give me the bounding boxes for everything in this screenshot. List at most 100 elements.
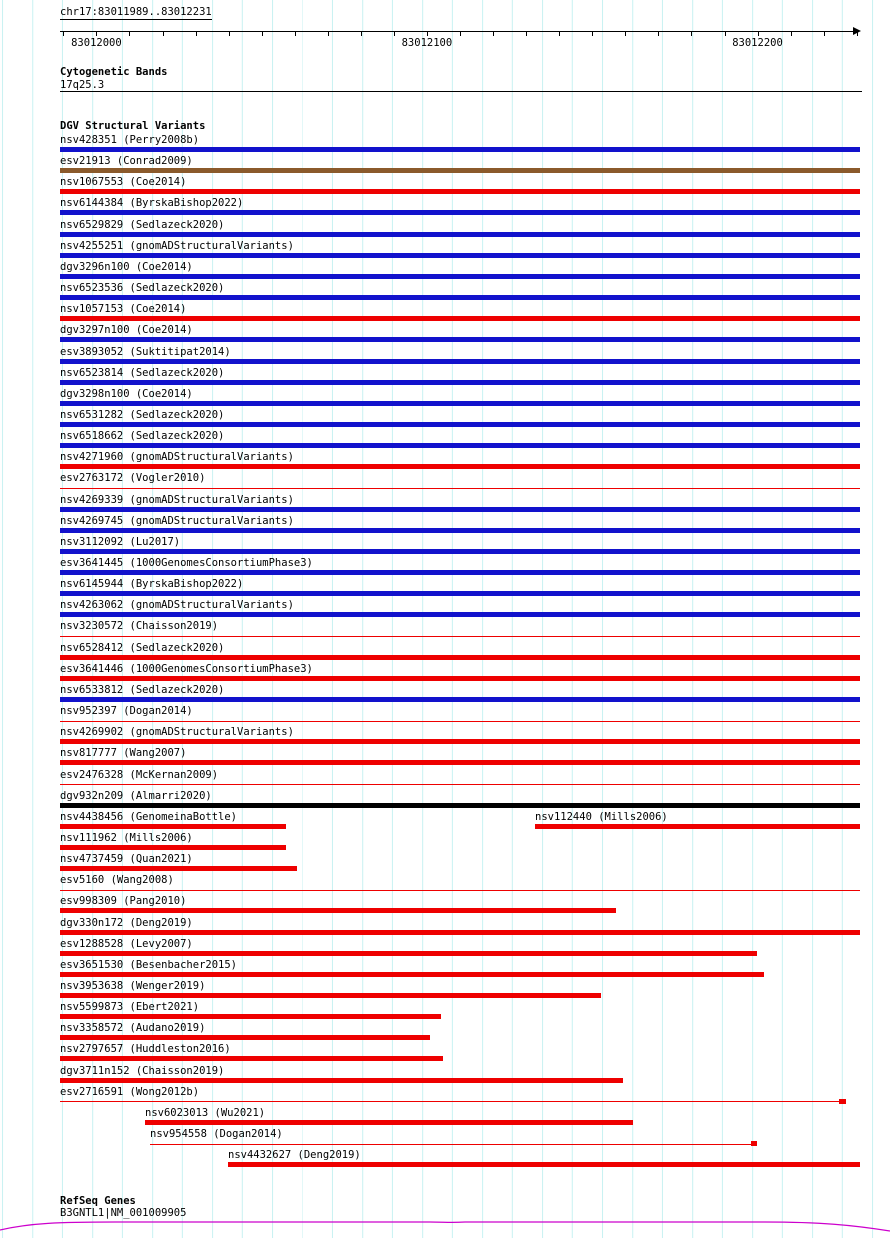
refseq-gene-line[interactable] (0, 1216, 890, 1234)
variant-label[interactable]: esv3641446 (1000GenomesConsortiumPhase3) (60, 662, 313, 675)
variant-label[interactable]: nsv6144384 (ByrskaBishop2022) (60, 197, 244, 210)
variant-label[interactable]: nsv6529829 (Sedlazeck2020) (60, 218, 225, 231)
refseq-gene-label[interactable]: B3GNTL1|NM_001009905 (60, 1207, 187, 1219)
variant-label[interactable]: nsv952397 (Dogan2014) (60, 705, 193, 717)
variant-bar[interactable] (60, 720, 860, 722)
variant-bar[interactable] (60, 210, 860, 216)
variant-label[interactable]: nsv2797657 (Huddleston2016) (60, 1043, 231, 1056)
variant-label[interactable]: dgv3296n100 (Coe2014) (60, 260, 193, 273)
variant-bar[interactable] (60, 168, 860, 174)
variant-bar[interactable] (535, 823, 860, 829)
variant-bar[interactable] (60, 612, 860, 618)
variant-label[interactable]: nsv4269339 (gnomADStructuralVariants) (60, 493, 294, 506)
variant-label[interactable]: nsv4432627 (Deng2019) (228, 1149, 361, 1162)
variant-label[interactable]: nsv4269902 (gnomADStructuralVariants) (60, 726, 294, 739)
variant-label[interactable]: nsv6523814 (Sedlazeck2020) (60, 366, 225, 379)
variant-bar[interactable] (60, 1056, 443, 1062)
variant-label[interactable]: nsv1067553 (Coe2014) (60, 176, 187, 189)
variant-bar[interactable] (60, 971, 764, 977)
variant-label[interactable]: nsv4263062 (gnomADStructuralVariants) (60, 599, 294, 612)
variant-bar[interactable] (60, 252, 860, 258)
variant-bar[interactable] (60, 591, 860, 597)
variant-label[interactable]: nsv4255251 (gnomADStructuralVariants) (60, 239, 294, 252)
variant-label[interactable]: nsv428351 (Perry2008b) (60, 134, 200, 146)
variant-bar[interactable] (150, 1143, 757, 1145)
variant-bar[interactable] (60, 231, 860, 237)
variant-label[interactable]: esv2763172 (Vogler2010) (60, 472, 206, 485)
variant-bar[interactable] (60, 866, 297, 872)
variant-label[interactable]: esv2716591 (Wong2012b) (60, 1085, 200, 1098)
variant-label[interactable]: nsv6145944 (ByrskaBishop2022) (60, 578, 244, 591)
variant-label[interactable]: esv3893052 (Suktitipat2014) (60, 345, 231, 358)
variant-label[interactable]: nsv6523536 (Sedlazeck2020) (60, 282, 225, 294)
variant-label[interactable]: nsv6531282 (Sedlazeck2020) (60, 408, 225, 421)
variant-label[interactable]: nsv3953638 (Wenger2019) (60, 980, 206, 992)
variant-label[interactable]: nsv5599873 (Ebert2021) (60, 1001, 200, 1014)
variant-label[interactable]: nsv4438456 (GenomeinaBottle) (60, 810, 238, 823)
variant-label[interactable]: dgv330n172 (Deng2019) (60, 916, 193, 929)
variant-bar[interactable] (60, 421, 860, 427)
variant-label[interactable]: nsv4737459 (Quan2021) (60, 853, 193, 866)
variant-bar[interactable] (60, 295, 860, 300)
variant-label[interactable]: esv5160 (Wang2008) (60, 874, 174, 887)
variant-bar[interactable] (60, 908, 616, 914)
variant-bar[interactable] (60, 316, 860, 322)
variant-label[interactable]: nsv3112092 (Lu2017) (60, 535, 181, 548)
variant-bar[interactable] (60, 993, 601, 998)
variant-label[interactable]: esv3641445 (1000GenomesConsortiumPhase3) (60, 557, 313, 569)
variant-label[interactable]: dgv3297n100 (Coe2014) (60, 324, 193, 337)
variant-bar[interactable] (60, 654, 860, 660)
variant-label[interactable]: nsv6023013 (Wu2021) (145, 1106, 266, 1119)
variant-bar[interactable] (60, 889, 860, 891)
variant-label[interactable]: esv1288528 (Levy2007) (60, 937, 193, 950)
variant-bar[interactable] (60, 487, 860, 489)
variant-bar[interactable] (60, 739, 860, 745)
variant-label[interactable]: nsv4271960 (gnomADStructuralVariants) (60, 451, 294, 464)
variant-bar[interactable] (60, 548, 860, 554)
variant-label[interactable]: esv21913 (Conrad2009) (60, 155, 193, 168)
variant-bar[interactable] (60, 1101, 846, 1103)
variant-label[interactable]: dgv932n209 (Almarri2020) (60, 789, 212, 802)
variant-bar[interactable] (60, 337, 860, 343)
variant-label[interactable]: dgv3298n100 (Coe2014) (60, 387, 193, 400)
variant-bar[interactable] (60, 147, 860, 152)
variant-label[interactable]: nsv817777 (Wang2007) (60, 747, 187, 760)
variant-bar[interactable] (60, 823, 286, 829)
variant-bar[interactable] (60, 1014, 441, 1020)
variant-bar[interactable] (60, 506, 860, 512)
variant-bar[interactable] (60, 273, 860, 279)
variant-bar[interactable] (60, 635, 860, 637)
variant-label[interactable]: dgv3711n152 (Chaisson2019) (60, 1064, 225, 1077)
variant-label[interactable]: esv998309 (Pang2010) (60, 895, 187, 908)
variant-bar[interactable] (60, 443, 860, 449)
variant-label[interactable]: nsv3358572 (Audano2019) (60, 1022, 206, 1035)
variant-bar[interactable] (60, 1035, 430, 1041)
variant-bar[interactable] (60, 527, 860, 533)
variant-bar[interactable] (60, 675, 860, 681)
variant-label[interactable]: nsv4269745 (gnomADStructuralVariants) (60, 514, 294, 527)
variant-label[interactable]: nsv6528412 (Sedlazeck2020) (60, 641, 225, 654)
variant-bar[interactable] (60, 802, 860, 808)
variant-bar[interactable] (60, 696, 860, 702)
variant-bar[interactable] (145, 1119, 633, 1125)
variant-label[interactable]: nsv1057153 (Coe2014) (60, 303, 187, 316)
variant-label[interactable]: esv3651530 (Besenbacher2015) (60, 958, 238, 971)
variant-bar[interactable] (60, 379, 860, 385)
variant-bar[interactable] (228, 1162, 860, 1168)
variant-bar[interactable] (60, 950, 757, 956)
variant-label[interactable]: nsv6518662 (Sedlazeck2020) (60, 430, 225, 443)
variant-bar[interactable] (60, 760, 860, 766)
variant-bar[interactable] (60, 358, 860, 364)
variant-bar[interactable] (60, 570, 860, 575)
variant-bar[interactable] (60, 784, 860, 785)
variant-bar[interactable] (60, 844, 286, 850)
variant-label[interactable]: nsv3230572 (Chaisson2019) (60, 620, 219, 633)
variant-bar[interactable] (60, 1077, 623, 1083)
variant-label[interactable]: nsv111962 (Mills2006) (60, 831, 193, 844)
variant-bar[interactable] (60, 929, 860, 935)
variant-label[interactable]: esv2476328 (McKernan2009) (60, 768, 219, 781)
variant-bar[interactable] (60, 464, 860, 470)
variant-label[interactable]: nsv6533812 (Sedlazeck2020) (60, 683, 225, 696)
variant-bar[interactable] (60, 189, 860, 195)
variant-label[interactable]: nsv954558 (Dogan2014) (150, 1128, 283, 1140)
